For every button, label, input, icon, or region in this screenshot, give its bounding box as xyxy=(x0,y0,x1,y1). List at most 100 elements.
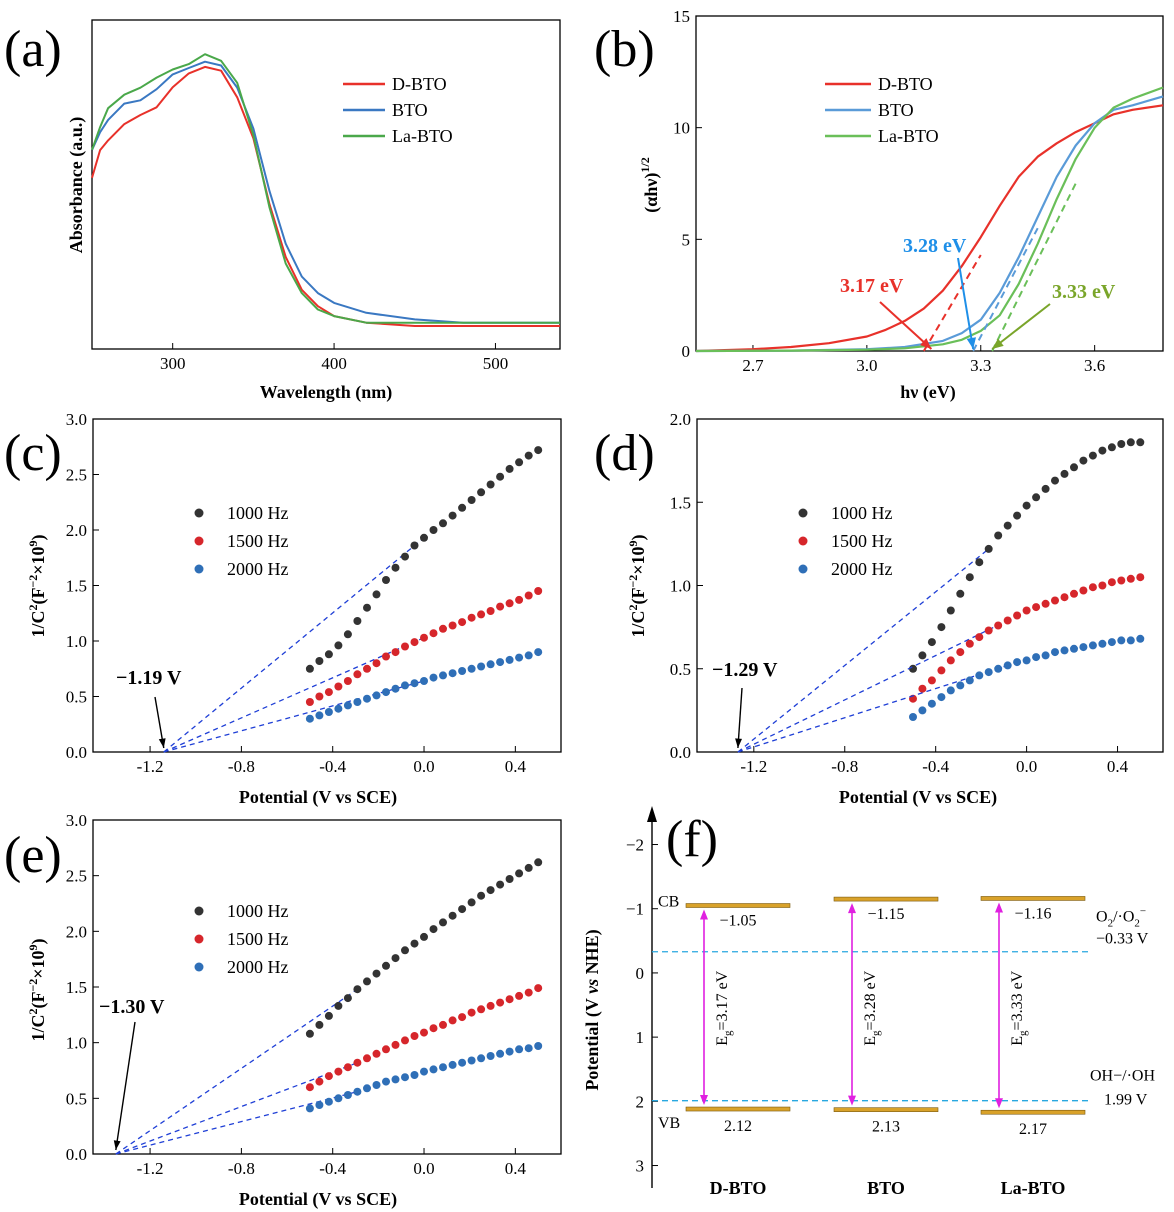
panel-f-ytick-label: 1 xyxy=(636,1028,645,1047)
panel-d-fit-line xyxy=(737,664,1008,753)
panel-a-legend-label: BTO xyxy=(392,100,428,120)
panel-d-point xyxy=(1060,646,1069,655)
panel-d-fit-line xyxy=(737,619,1008,753)
panel-e-legend-label: 1500 Hz xyxy=(227,929,289,949)
panel-c-xtick-label: 0.4 xyxy=(505,757,527,776)
panel-d-point xyxy=(1117,636,1126,645)
panel-d-ylabel: 1/C2(F−2×109) xyxy=(626,534,649,637)
panel-f-gap-arrowhead-top xyxy=(848,903,856,914)
panel-c-point xyxy=(439,519,447,528)
panel-e-point xyxy=(429,1024,438,1033)
panel-d-point xyxy=(965,676,974,685)
panel-e-point xyxy=(363,1084,371,1093)
panel-b-legend-label: La-BTO xyxy=(878,126,939,146)
panel-e-ytick-label: 3.0 xyxy=(66,811,87,830)
panel-d-point xyxy=(1079,586,1088,595)
panel-e-ylabel: 1/C2(F−2×109) xyxy=(26,938,49,1041)
panel-f-vb-level xyxy=(833,1107,939,1112)
panel-b-legend-label: D-BTO xyxy=(878,74,933,94)
panel-c-point xyxy=(467,613,476,622)
panel-c-point xyxy=(353,698,362,706)
panel-c-point xyxy=(505,599,514,608)
panel-b-xtick-label: 3.0 xyxy=(856,356,877,375)
panel-a-plot-frame xyxy=(91,19,561,350)
panel-d-point xyxy=(937,666,946,675)
panel-c-point xyxy=(467,496,476,504)
panel-e-point xyxy=(496,998,505,1007)
panel-b-arrowhead xyxy=(992,338,1004,349)
panel-d-point xyxy=(984,544,993,553)
panel-c-point xyxy=(534,648,543,657)
panel-b-ylabel: (αhν)1/2 xyxy=(638,157,662,212)
panel-c-point xyxy=(524,591,533,600)
panel-d-point xyxy=(1070,644,1078,653)
panel-d-point xyxy=(918,651,927,660)
panel-b-ytick-label: 10 xyxy=(673,119,690,138)
panel-e-point xyxy=(448,1016,457,1025)
panel-f-gap-arrowhead-bottom xyxy=(848,1095,856,1106)
panel-f-oh-value: 1.99 V xyxy=(1104,1092,1148,1109)
panel-e-point xyxy=(515,991,524,1000)
panel-e-point xyxy=(467,1056,476,1065)
panel-b-xtick-label: 3.6 xyxy=(1084,356,1105,375)
panel-c-point xyxy=(439,624,447,633)
panel-d-point xyxy=(1070,463,1078,472)
panel-c-point xyxy=(496,472,505,481)
panel-f-gap-arrowhead-bottom xyxy=(995,1098,1003,1109)
panel-f-eg-label: Eg=3.17 eV xyxy=(714,970,734,1045)
panel-c-point xyxy=(458,618,467,627)
panel-c-point xyxy=(524,451,533,460)
panel-c-point xyxy=(439,671,447,680)
panel-e-point xyxy=(420,1028,428,1037)
panel-d-point xyxy=(1022,606,1031,615)
panel-d-point xyxy=(909,664,917,673)
panel-e-point xyxy=(315,1020,324,1029)
panel-c-point xyxy=(334,641,343,650)
panel-c-point xyxy=(305,664,314,673)
panel-d-point xyxy=(975,558,984,567)
panel-e-point xyxy=(477,891,486,900)
panel-e-point xyxy=(458,1013,467,1022)
panel-f-eg-label: Eg=3.28 eV xyxy=(862,970,882,1045)
panel-d-point xyxy=(1022,501,1031,510)
panel-c-point xyxy=(324,708,333,716)
panel-d-ytick-label: 1.0 xyxy=(670,577,691,596)
panel-e-point xyxy=(324,1072,333,1081)
panel-f-ytick-label: −1 xyxy=(626,900,644,919)
panel-e-ytick-label: 1.5 xyxy=(66,978,87,997)
panel-d-point xyxy=(1041,484,1050,493)
panel-e-point xyxy=(477,1054,486,1063)
panel-d-point xyxy=(975,633,984,642)
panel-e-legend-label: 1000 Hz xyxy=(227,901,289,921)
panel-c-point xyxy=(391,684,400,693)
panel-c-legend-label: 1000 Hz xyxy=(227,503,289,523)
panel-b-xtick-label: 2.7 xyxy=(742,356,764,375)
panel-e-legend-marker xyxy=(194,962,204,972)
panel-c-point xyxy=(486,660,495,669)
panel-d-point xyxy=(984,626,993,635)
panel-f-material-label: BTO xyxy=(867,1178,905,1198)
panel-b-series-la-bto xyxy=(695,86,1164,353)
panel-e-point xyxy=(458,905,467,914)
panel-b-gap-annotation: 3.28 eV xyxy=(903,235,967,257)
panel-f-material-label: La-BTO xyxy=(1001,1178,1066,1198)
panel-e-point xyxy=(505,1047,514,1056)
panel-c-ytick-label: 3.0 xyxy=(66,410,87,429)
panel-e-point xyxy=(401,1036,409,1045)
panel-b-tangent-line xyxy=(991,183,1077,352)
panel-e-point xyxy=(410,1032,419,1040)
panel-c-point xyxy=(372,590,381,599)
panel-c-ytick-label: 1.0 xyxy=(66,632,87,651)
panel-e-point xyxy=(372,1081,381,1089)
panel-e-xlabel: Potential (V vs SCE) xyxy=(239,1189,397,1210)
panel-e-point xyxy=(534,858,543,867)
panel-d-point xyxy=(1013,611,1022,620)
panel-d-point xyxy=(1060,593,1069,602)
panel-d-point xyxy=(1051,596,1059,605)
panel-e-point xyxy=(324,1011,333,1020)
panel-b-legend-label: BTO xyxy=(878,100,914,120)
panel-e-point xyxy=(382,961,390,970)
panel-e-point xyxy=(391,954,400,963)
panel-e-point xyxy=(334,1001,343,1010)
panel-d-point xyxy=(1060,469,1069,478)
